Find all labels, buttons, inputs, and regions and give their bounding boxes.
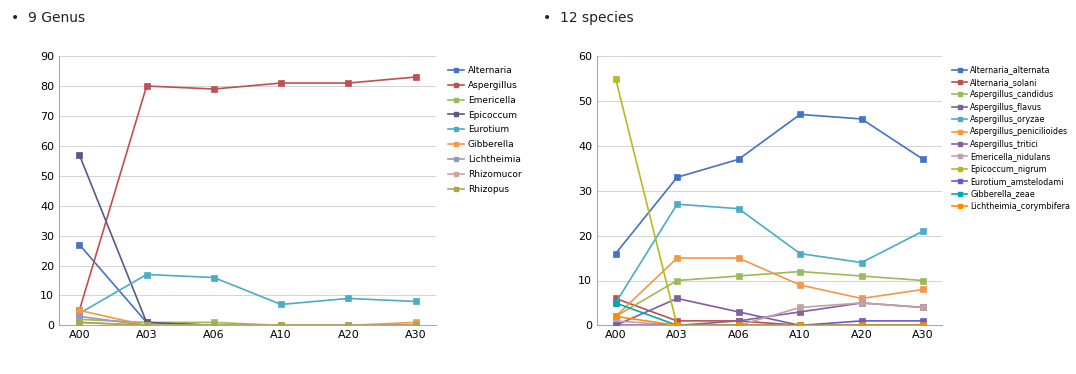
Text: •  9 Genus: • 9 Genus [11,11,85,25]
Legend: Alternaria, Aspergillus, Emericella, Epicoccum, Eurotium, Gibberella, Lichtheimi: Alternaria, Aspergillus, Emericella, Epi… [448,66,521,194]
Text: •  12 species: • 12 species [543,11,634,25]
Legend: Alternaria_alternata, Alternaria_solani, Aspergillus_candidus, Aspergillus_flavu: Alternaria_alternata, Alternaria_solani,… [952,65,1071,211]
